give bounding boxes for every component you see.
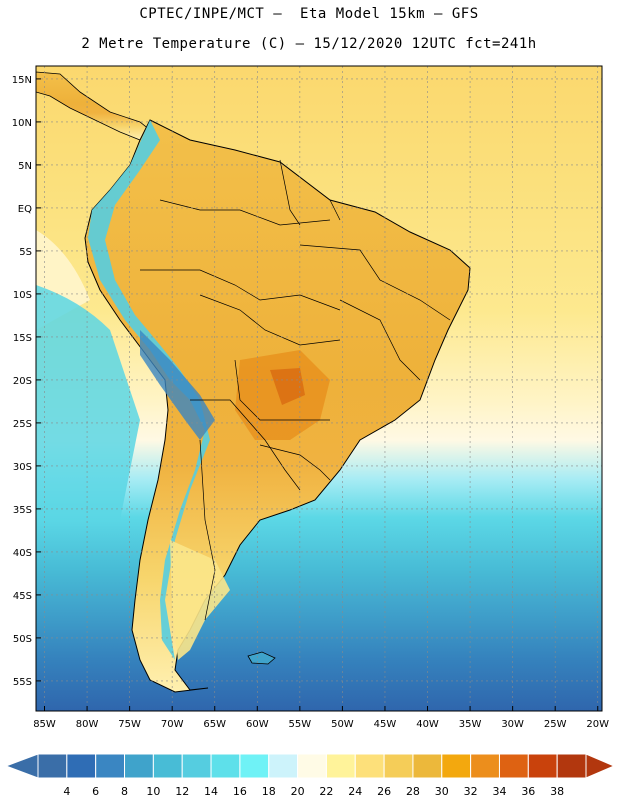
colorbar-swatch: [124, 753, 154, 779]
colorbar-swatch: [527, 753, 558, 779]
lat-tick-label: EQ: [18, 204, 32, 215]
lon-tick-label: 80W: [76, 719, 99, 730]
lat-tick-label: 50S: [13, 634, 32, 645]
colorbar-label: 36: [521, 785, 535, 798]
lon-tick-label: 50W: [331, 719, 354, 730]
lon-tick-label: 65W: [203, 719, 226, 730]
lat-tick-label: 35S: [13, 505, 32, 516]
colorbar-label: 26: [377, 785, 391, 798]
colorbar-swatch: [498, 753, 529, 779]
colorbar-label: 12: [175, 785, 189, 798]
lon-tick-label: 55W: [289, 719, 312, 730]
colorbar-swatch: [383, 753, 414, 779]
map-title-line1: CPTEC/INPE/MCT – Eta Model 15km – GFS: [139, 6, 479, 22]
colorbar-label: 22: [319, 785, 333, 798]
colorbar-label: 28: [406, 785, 420, 798]
lat-tick-label: 15N: [12, 75, 32, 86]
hottest-spot: [270, 368, 305, 405]
lat-tick-label: 20S: [13, 376, 32, 387]
longitude-axis: 85W 80W 75W 70W 65W 60W 55W 50W 45W 40W 35W 30W 25W 2…: [33, 706, 609, 730]
colorbar-swatch: [152, 753, 183, 779]
colorbar-swatch: [297, 753, 327, 779]
lat-tick-label: 5N: [18, 161, 32, 172]
colorbar-swatch: [441, 753, 472, 779]
colorbar-swatch: [37, 753, 68, 779]
lat-tick-label: 10S: [13, 290, 32, 301]
colorbar-label: 32: [464, 785, 478, 798]
country-borders: [140, 159, 451, 621]
colorbar-swatch: [95, 753, 126, 779]
pacific-cool-band: [36, 285, 140, 520]
colorbar-swatch: [66, 753, 97, 779]
lat-tick-label: 5S: [19, 247, 32, 258]
map-plot-area: [36, 66, 602, 711]
colorbar-swatch: [210, 753, 241, 779]
colorbar-label: 14: [204, 785, 218, 798]
colorbar-label: 24: [348, 785, 362, 798]
colorbar-swatch: [354, 753, 385, 779]
lat-tick-label: 40S: [13, 548, 32, 559]
colorbar: 4 6 8 10 12 14 16 18 20 22 24 26 28 30 32 34 36 38: [4, 753, 616, 798]
lon-tick-label: 45W: [374, 719, 397, 730]
lat-tick-label: 15S: [13, 333, 32, 344]
lon-tick-label: 40W: [416, 719, 439, 730]
falkland-islands: [247, 651, 276, 665]
colorbar-label: 16: [233, 785, 247, 798]
colorbar-label: 10: [146, 785, 160, 798]
lat-tick-label: 55S: [13, 677, 32, 688]
colorbar-swatch: [556, 753, 587, 779]
colorbar-swatch: [239, 753, 270, 779]
colorbar-swatch: [268, 753, 299, 779]
colorbar-low-arrow: [4, 753, 39, 779]
lon-tick-label: 35W: [459, 719, 482, 730]
lon-tick-label: 20W: [586, 719, 609, 730]
colorbar-swatch: [412, 753, 443, 779]
lat-tick-label: 10N: [12, 118, 32, 129]
andes-cold-strip: [88, 120, 210, 660]
map-frame: [35, 65, 603, 712]
colorbar-label: 8: [121, 785, 128, 798]
colorbar-label: 30: [435, 785, 449, 798]
map-title-line2: 2 Metre Temperature (C) – 15/12/2020 12U…: [81, 36, 537, 52]
lon-tick-label: 75W: [118, 719, 141, 730]
colorbar-swatch: [470, 753, 500, 779]
colorbar-swatch: [325, 753, 356, 779]
colorbar-label: 38: [550, 785, 564, 798]
altiplano-cold-area: [140, 330, 215, 440]
lon-tick-label: 25W: [544, 719, 567, 730]
lat-tick-label: 30S: [13, 462, 32, 473]
lat-tick-label: 45S: [13, 591, 32, 602]
latitude-axis: 15N 10N 5N EQ 5S 10S 15S 20S 25S 30S 35S 40S 45S 50S 5…: [12, 75, 41, 688]
lat-tick-label: 25S: [13, 419, 32, 430]
colorbar-label: 18: [262, 785, 276, 798]
lon-tick-label: 85W: [33, 719, 56, 730]
colorbar-label: 4: [63, 785, 70, 798]
lon-tick-label: 60W: [246, 719, 269, 730]
colorbar-high-arrow: [585, 753, 616, 779]
lon-tick-label: 70W: [161, 719, 184, 730]
colorbar-label: 34: [492, 785, 506, 798]
graticule: [36, 66, 602, 711]
lon-tick-label: 30W: [501, 719, 524, 730]
colorbar-swatch: [181, 753, 212, 779]
colorbar-label: 20: [291, 785, 305, 798]
colorbar-label: 6: [92, 785, 99, 798]
